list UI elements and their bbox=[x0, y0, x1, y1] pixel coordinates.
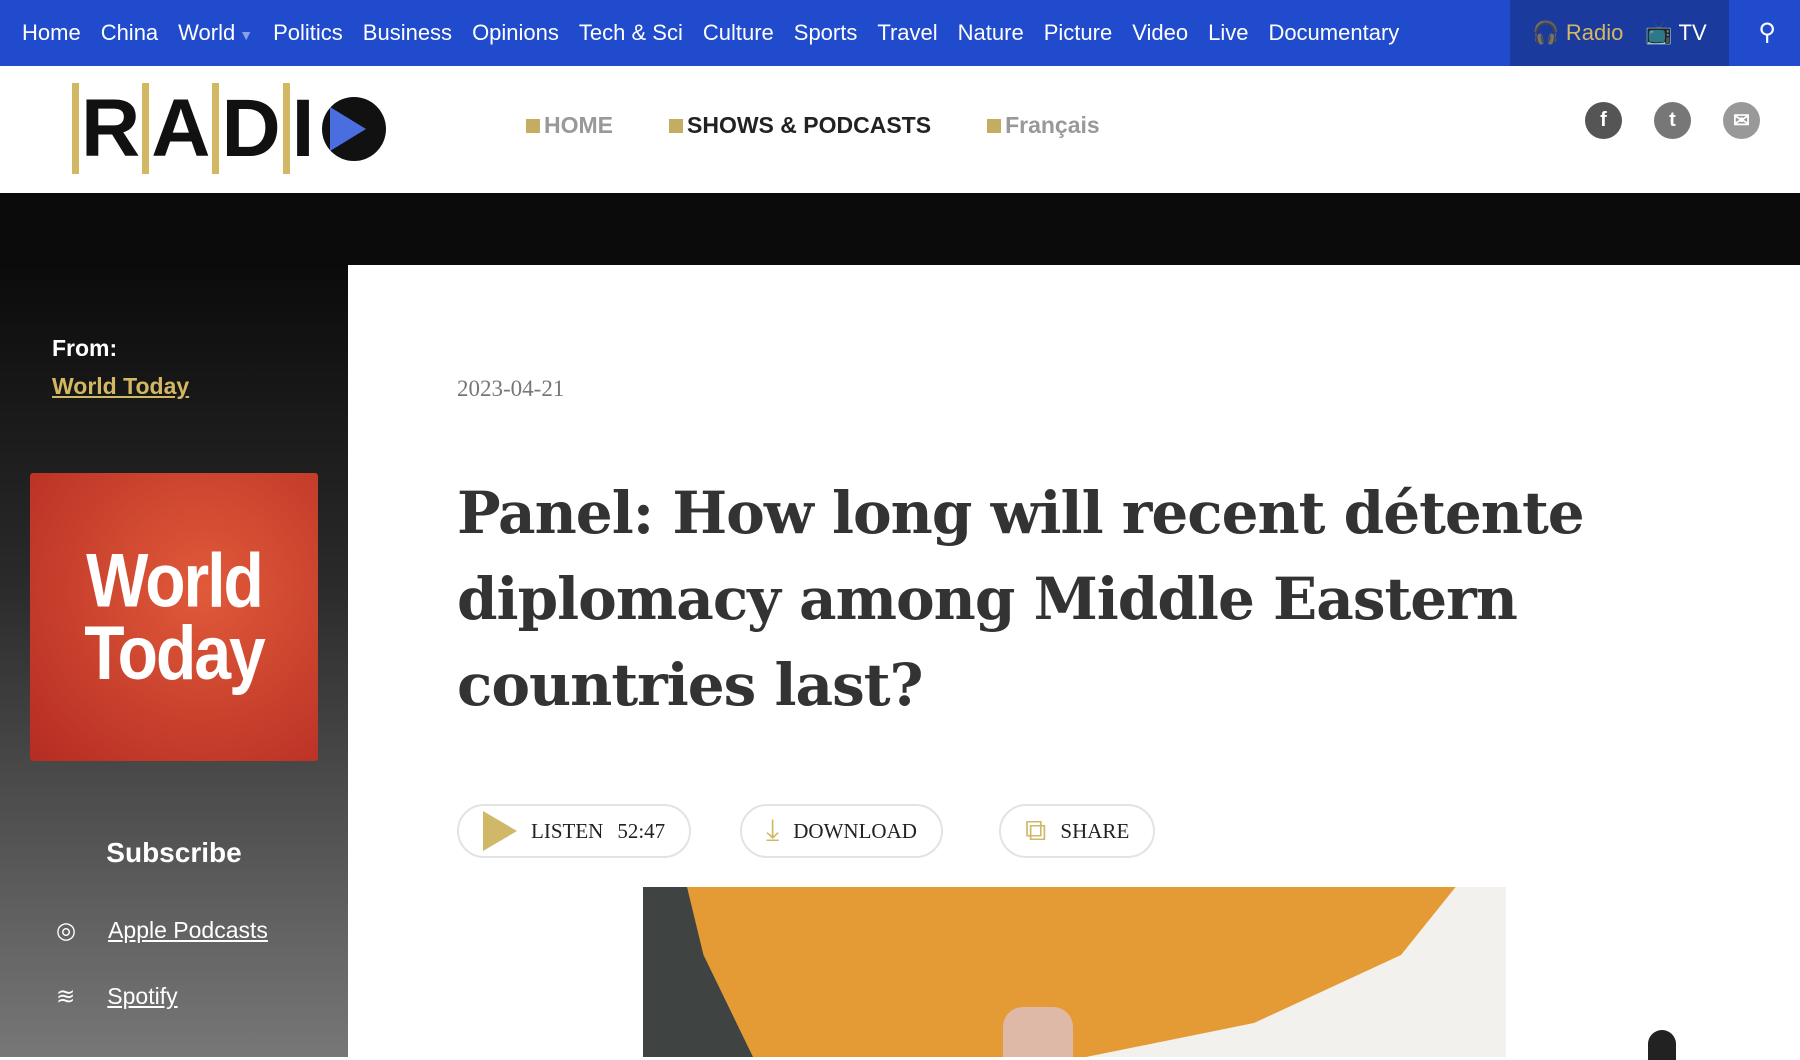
nav-nature[interactable]: Nature bbox=[957, 20, 1024, 45]
square-bullet-icon bbox=[669, 118, 683, 133]
article-title: Panel: How long will recent détente dipl… bbox=[457, 479, 1585, 719]
nav-home-main[interactable]: HOME bbox=[526, 112, 613, 139]
show-cover-image[interactable]: World Today bbox=[30, 473, 318, 761]
top-navigation: Home China World ▼ Politics Business Opin… bbox=[0, 0, 1800, 66]
logo-play-icon bbox=[322, 97, 387, 161]
main-nav: HOME SHOWS & PODCASTS Français bbox=[526, 112, 1100, 139]
facebook-icon[interactable]: f bbox=[1585, 102, 1622, 139]
nav-china[interactable]: China bbox=[100, 20, 159, 45]
subscribe-heading: Subscribe bbox=[106, 837, 242, 868]
nav-business[interactable]: Business bbox=[362, 20, 453, 45]
cover-logo: World Today bbox=[84, 538, 265, 696]
share-label: SHARE bbox=[1060, 818, 1130, 843]
square-bullet-icon bbox=[987, 118, 1002, 133]
nav-label: HOME bbox=[544, 112, 613, 138]
duration: 52:47 bbox=[617, 818, 666, 843]
tv-icon: 📺 bbox=[1645, 20, 1673, 45]
show-link[interactable]: World Today bbox=[52, 373, 190, 399]
show-sidebar: From: World Today World Today Subscribe ◎… bbox=[0, 265, 348, 1057]
subscribe-apple-podcasts[interactable]: ◎ Apple Podcasts bbox=[56, 917, 268, 944]
nav-home[interactable]: Home bbox=[22, 20, 81, 45]
podcast-icon: ◎ bbox=[56, 917, 77, 943]
publish-date: 2023-04-21 bbox=[457, 376, 565, 401]
from-label: From: bbox=[52, 335, 118, 361]
apple-podcasts-link[interactable]: Apple Podcasts bbox=[108, 917, 268, 943]
download-button[interactable]: ⤓ DOWNLOAD bbox=[740, 804, 943, 858]
share-button[interactable]: ⧉ SHARE bbox=[999, 804, 1156, 858]
twitter-icon[interactable]: t bbox=[1654, 102, 1691, 139]
nav-label: SHOWS & PODCASTS bbox=[687, 112, 932, 138]
listen-button[interactable]: LISTEN 52:47 bbox=[457, 804, 692, 858]
tv-label: TV bbox=[1678, 20, 1707, 45]
subscribe-spotify[interactable]: ≋ Spotify bbox=[56, 983, 178, 1010]
nav-world[interactable]: World ▼ bbox=[168, 20, 263, 46]
nav-label: Français bbox=[1005, 112, 1100, 138]
search-icon[interactable]: ⚲ bbox=[1758, 19, 1776, 46]
nav-travel[interactable]: Travel bbox=[877, 20, 938, 45]
social-links: f t ✉ bbox=[1585, 102, 1760, 139]
nav-tech-sci[interactable]: Tech & Sci bbox=[578, 20, 683, 45]
radio-link[interactable]: 🎧 Radio bbox=[1532, 20, 1623, 46]
nav-world-label: World bbox=[178, 20, 236, 45]
nav-sports[interactable]: Sports bbox=[793, 20, 858, 45]
play-icon bbox=[483, 811, 517, 851]
email-icon[interactable]: ✉ bbox=[1723, 102, 1760, 139]
article-hero-image bbox=[643, 887, 1506, 1057]
nav-live[interactable]: Live bbox=[1208, 20, 1249, 45]
radio-label: Radio bbox=[1565, 20, 1624, 45]
nav-video[interactable]: Video bbox=[1132, 20, 1189, 45]
download-icon: ⤓ bbox=[766, 814, 780, 847]
spotify-link[interactable]: Spotify bbox=[107, 983, 178, 1009]
nav-documentary[interactable]: Documentary bbox=[1268, 20, 1400, 45]
listen-label: LISTEN bbox=[531, 818, 604, 843]
nav-opinions[interactable]: Opinions bbox=[472, 20, 559, 45]
headphones-icon: 🎧 bbox=[1532, 20, 1560, 45]
download-label: DOWNLOAD bbox=[793, 818, 917, 843]
nav-shows-podcasts[interactable]: SHOWS & PODCASTS bbox=[669, 112, 931, 139]
caret-down-icon: ▼ bbox=[239, 27, 254, 43]
square-bullet-icon bbox=[526, 118, 540, 133]
nav-francais[interactable]: Français bbox=[987, 112, 1100, 139]
lock-icon[interactable] bbox=[1648, 1030, 1676, 1060]
media-switcher: 🎧 Radio 📺 TV bbox=[1510, 0, 1729, 66]
share-icon: ⧉ bbox=[1025, 814, 1047, 847]
nav-culture[interactable]: Culture bbox=[702, 20, 774, 45]
nav-politics[interactable]: Politics bbox=[273, 20, 343, 45]
tv-link[interactable]: 📺 TV bbox=[1645, 20, 1706, 46]
nav-picture[interactable]: Picture bbox=[1043, 20, 1113, 45]
black-banner bbox=[0, 193, 1800, 265]
spotify-icon: ≋ bbox=[56, 983, 76, 1009]
